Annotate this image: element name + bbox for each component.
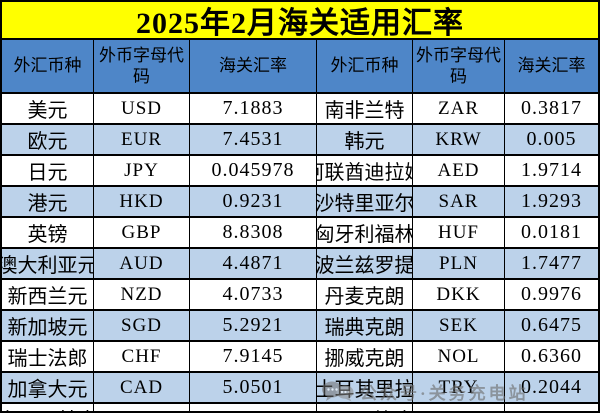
currency-name-cell: 英镑	[2, 218, 94, 249]
currency-code-cell: MYR	[94, 404, 190, 411]
currency-code-cell: HKD	[94, 187, 190, 218]
currency-name-cell: 澳大利亚元	[2, 249, 94, 280]
customs-rate-cell: 0.9231	[190, 187, 317, 218]
currency-code-cell: ZAR	[413, 94, 505, 125]
currency-code-cell: AUD	[94, 249, 190, 280]
currency-code-cell: JPY	[94, 156, 190, 187]
currency-code-cell: CAD	[94, 373, 190, 404]
customs-rate-cell: 0.9976	[505, 280, 598, 311]
currency-name-cell: 南非兰特	[317, 94, 413, 125]
customs-rate-cell: 0.3817	[505, 94, 598, 125]
currency-code-cell: HUF	[413, 218, 505, 249]
customs-rate-cell: 8.8308	[190, 218, 317, 249]
currency-name-cell: 挪威克朗	[317, 342, 413, 373]
currency-code-cell: SGD	[94, 311, 190, 342]
page-title: 2025年2月海关适用汇率	[2, 2, 598, 40]
customs-rate-cell: 0.3519	[505, 404, 598, 411]
currency-code-cell: SAR	[413, 187, 505, 218]
currency-name-cell: 瑞典克朗	[317, 311, 413, 342]
header-currency-right: 外汇币种	[317, 40, 413, 94]
header-rate-left: 海关汇率	[190, 40, 317, 94]
currency-name-cell: 土耳其里拉	[317, 373, 413, 404]
currency-name-cell: 新西兰元	[2, 280, 94, 311]
currency-code-cell: DKK	[413, 280, 505, 311]
currency-name-cell: 加拿大元	[2, 373, 94, 404]
customs-rate-cell: 7.1883	[190, 94, 317, 125]
currency-name-cell: 新加坡元	[2, 311, 94, 342]
customs-rate-cell: 5.2921	[190, 311, 317, 342]
rates-table: 外汇币种 外币字母代码 海关汇率 外汇币种 外币字母代码 海关汇率 美元 USD 7…	[2, 40, 598, 411]
currency-name-cell: 韩元	[317, 125, 413, 156]
customs-rate-cell: 0.6475	[505, 311, 598, 342]
currency-code-cell: USD	[94, 94, 190, 125]
currency-code-cell: MXN	[413, 404, 505, 411]
customs-rate-cell: 1.9714	[505, 156, 598, 187]
currency-name-cell: 墨西哥比索	[317, 404, 413, 411]
currency-code-cell: SEK	[413, 311, 505, 342]
currency-name-cell: 欧元	[2, 125, 94, 156]
customs-rate-cell: 5.0501	[190, 373, 317, 404]
customs-rate-cell: 1.6076	[190, 404, 317, 411]
customs-rate-cell: 7.9145	[190, 342, 317, 373]
currency-name-cell: 港元	[2, 187, 94, 218]
customs-rate-cell: 0.0181	[505, 218, 598, 249]
currency-code-cell: NZD	[94, 280, 190, 311]
currency-code-cell: PLN	[413, 249, 505, 280]
currency-code-cell: NOL	[413, 342, 505, 373]
customs-rate-cell: 0.2044	[505, 373, 598, 404]
header-code-right: 外币字母代码	[413, 40, 505, 94]
header-code-left: 外币字母代码	[94, 40, 190, 94]
customs-rate-cell: 4.0733	[190, 280, 317, 311]
customs-rate-cell: 1.9293	[505, 187, 598, 218]
currency-name-cell: 美元	[2, 94, 94, 125]
customs-rate-cell: 1.7477	[505, 249, 598, 280]
currency-code-cell: GBP	[94, 218, 190, 249]
header-rate-right: 海关汇率	[505, 40, 598, 94]
currency-name-cell: 日元	[2, 156, 94, 187]
currency-name-cell: 马来西亚林吉特	[2, 404, 94, 411]
currency-name-cell: 瑞士法郎	[2, 342, 94, 373]
currency-name-cell: 匈牙利福林	[317, 218, 413, 249]
customs-rate-cell: 4.4871	[190, 249, 317, 280]
currency-code-cell: KRW	[413, 125, 505, 156]
currency-code-cell: TRY	[413, 373, 505, 404]
customs-rate-cell: 0.045978	[190, 156, 317, 187]
customs-rate-cell: 0.005	[505, 125, 598, 156]
currency-name-cell: 沙特里亚尔	[317, 187, 413, 218]
currency-code-cell: AED	[413, 156, 505, 187]
customs-rate-cell: 7.4531	[190, 125, 317, 156]
header-currency-left: 外汇币种	[2, 40, 94, 94]
currency-name-cell: 波兰兹罗提	[317, 249, 413, 280]
customs-rate-cell: 0.6360	[505, 342, 598, 373]
currency-code-cell: CHF	[94, 342, 190, 373]
currency-code-cell: EUR	[94, 125, 190, 156]
currency-name-cell: 丹麦克朗	[317, 280, 413, 311]
currency-name-cell: 阿联酋迪拉姆	[317, 156, 413, 187]
